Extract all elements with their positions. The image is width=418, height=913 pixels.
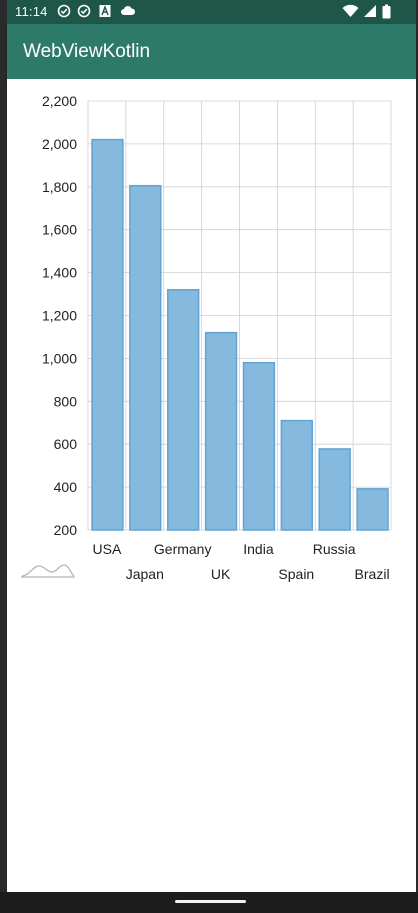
app-bar: WebViewKotlin <box>7 24 416 79</box>
y-tick-label: 2,000 <box>42 136 77 152</box>
check-circle-icon <box>77 4 91 18</box>
y-tick-label: 600 <box>54 436 78 452</box>
x-tick-label: Brazil <box>355 566 390 582</box>
status-bar: 11:14 <box>7 0 416 24</box>
bar-germany[interactable] <box>167 289 200 531</box>
app-title: WebViewKotlin <box>23 41 151 62</box>
y-tick-label: 1,200 <box>42 308 77 324</box>
mini-area-icon <box>21 564 75 578</box>
x-tick-label: Russia <box>313 541 356 557</box>
bar-brazil[interactable] <box>356 488 389 531</box>
bar-spain[interactable] <box>280 419 313 531</box>
battery-icon <box>382 4 391 19</box>
x-tick-label: USA <box>93 541 122 557</box>
bar-series <box>91 138 389 531</box>
navigation-bar <box>0 892 418 913</box>
bar-japan[interactable] <box>129 184 162 531</box>
font-a-icon <box>99 5 111 17</box>
y-tick-label: 800 <box>54 393 78 409</box>
device-right-edge <box>416 0 418 913</box>
y-tick-label: 2,200 <box>42 93 77 109</box>
x-tick-label: India <box>243 541 274 557</box>
home-handle[interactable] <box>175 900 246 903</box>
x-tick-label: Spain <box>278 566 314 582</box>
check-circle-icon <box>57 4 71 18</box>
y-tick-label: 200 <box>54 522 78 538</box>
bar-usa[interactable] <box>91 138 124 531</box>
bar-chart: 2,200 2,000 1,800 1,600 1,400 1,200 1,000 800 60… <box>21 93 392 582</box>
range-selector[interactable] <box>21 564 75 578</box>
bar-russia[interactable] <box>318 448 351 531</box>
x-tick-label: UK <box>211 566 231 582</box>
wifi-icon <box>342 4 359 17</box>
y-tick-label: 1,600 <box>42 222 77 238</box>
webview-content[interactable]: 2,200 2,000 1,800 1,600 1,400 1,200 1,000 800 60… <box>7 79 416 892</box>
signal-icon <box>364 5 376 17</box>
x-tick-label: Japan <box>126 566 164 582</box>
y-tick-label: 1,400 <box>42 265 77 281</box>
y-tick-label: 400 <box>54 479 78 495</box>
cloud-icon <box>121 6 136 15</box>
status-time: 11:14 <box>15 4 48 19</box>
x-tick-label: Germany <box>154 541 212 557</box>
y-tick-label: 1,800 <box>42 179 77 195</box>
bar-india[interactable] <box>242 361 276 531</box>
device-left-edge <box>0 0 7 913</box>
y-tick-label: 1,000 <box>42 350 77 366</box>
bar-uk[interactable] <box>204 331 238 531</box>
y-axis-ticks: 2,200 2,000 1,800 1,600 1,400 1,200 1,000 800 60… <box>42 93 77 538</box>
